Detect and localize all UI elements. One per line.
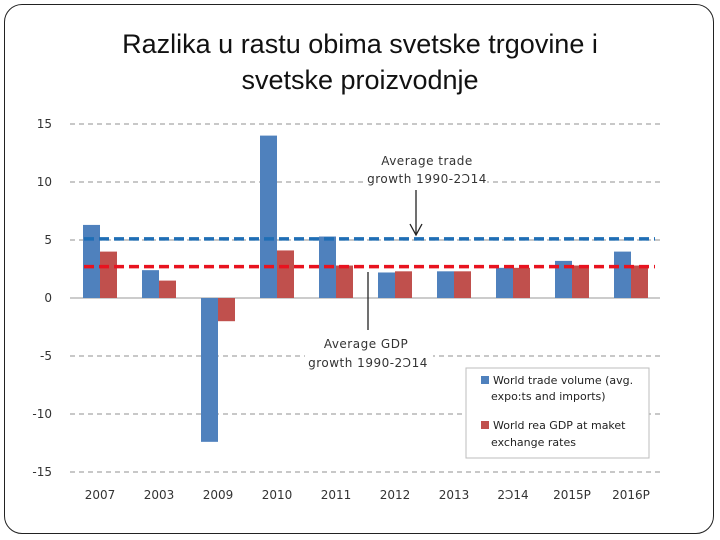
trade-bar <box>614 251 631 298</box>
gdp-bar <box>513 267 530 298</box>
x-tick-label: 2011 <box>321 488 352 502</box>
x-tick-label: 2007 <box>85 488 116 502</box>
trade-bar <box>142 270 159 298</box>
gdp-bar <box>218 298 235 322</box>
legend-gdp-line1: World rea GDP at maket <box>493 419 626 432</box>
annotation-trade-line1: Average trade <box>381 154 473 168</box>
annotation-gdp-bg <box>305 334 433 370</box>
gdp-bar <box>277 250 294 298</box>
trade-bar <box>260 135 277 298</box>
annotation-trade-arrowhead <box>409 223 423 237</box>
trade-bar <box>496 267 513 298</box>
slide-title-line1: Razlika u rastu obima svetske trgovine i <box>122 29 598 59</box>
y-tick-label: 0 <box>44 291 52 305</box>
slide-title: Razlika u rastu obima svetske trgovine i… <box>60 26 660 98</box>
x-tick-label: 2013 <box>439 488 470 502</box>
x-tick-label: 2003 <box>144 488 175 502</box>
y-tick-label: -5 <box>40 349 52 363</box>
gdp-bar <box>631 265 648 298</box>
y-tick-label: 15 <box>37 117 52 131</box>
annotation-trade-bg <box>365 152 487 188</box>
gdp-bar <box>100 251 117 298</box>
legend-swatch-gdp <box>481 421 489 429</box>
x-tick-label: 2016P <box>612 488 650 502</box>
x-tick-label: 2015P <box>553 488 591 502</box>
gdp-bar <box>336 265 353 298</box>
y-tick-label: -15 <box>32 465 52 479</box>
trade-bar <box>555 260 572 298</box>
x-tick-label: 2Ɔ14 <box>497 488 528 502</box>
annotation-gdp-line2: growth 1990-2Ɔ14 <box>308 356 428 370</box>
legend-swatch-trade <box>481 376 489 384</box>
trade-bar <box>83 224 100 298</box>
gdp-bar <box>572 265 589 298</box>
gdp-bar <box>159 280 176 298</box>
y-tick-label: 5 <box>44 233 52 247</box>
gdp-bar <box>395 271 412 298</box>
legend-gdp-line2: exchange rates <box>491 436 576 449</box>
y-tick-label: 10 <box>37 175 52 189</box>
x-tick-label: 2010 <box>262 488 293 502</box>
trade-bar <box>201 298 218 442</box>
legend-trade-line2: expo:ts and imports) <box>491 390 606 403</box>
legend-trade-line1: World trade volume (avg. <box>493 374 633 387</box>
x-tick-label: 2012 <box>380 488 411 502</box>
x-tick-label: 2009 <box>203 488 234 502</box>
trade-bar <box>437 271 454 298</box>
legend-box <box>465 367 650 459</box>
annotation-gdp-line1: Average GDP <box>324 337 408 351</box>
y-tick-label: -10 <box>32 407 52 421</box>
trade-bar <box>378 272 395 298</box>
annotation-trade-line2: growth 1990-2Ɔ14 <box>367 172 487 186</box>
gdp-bar <box>454 271 471 298</box>
slide-title-line2: svetske proizvodnje <box>241 65 479 95</box>
